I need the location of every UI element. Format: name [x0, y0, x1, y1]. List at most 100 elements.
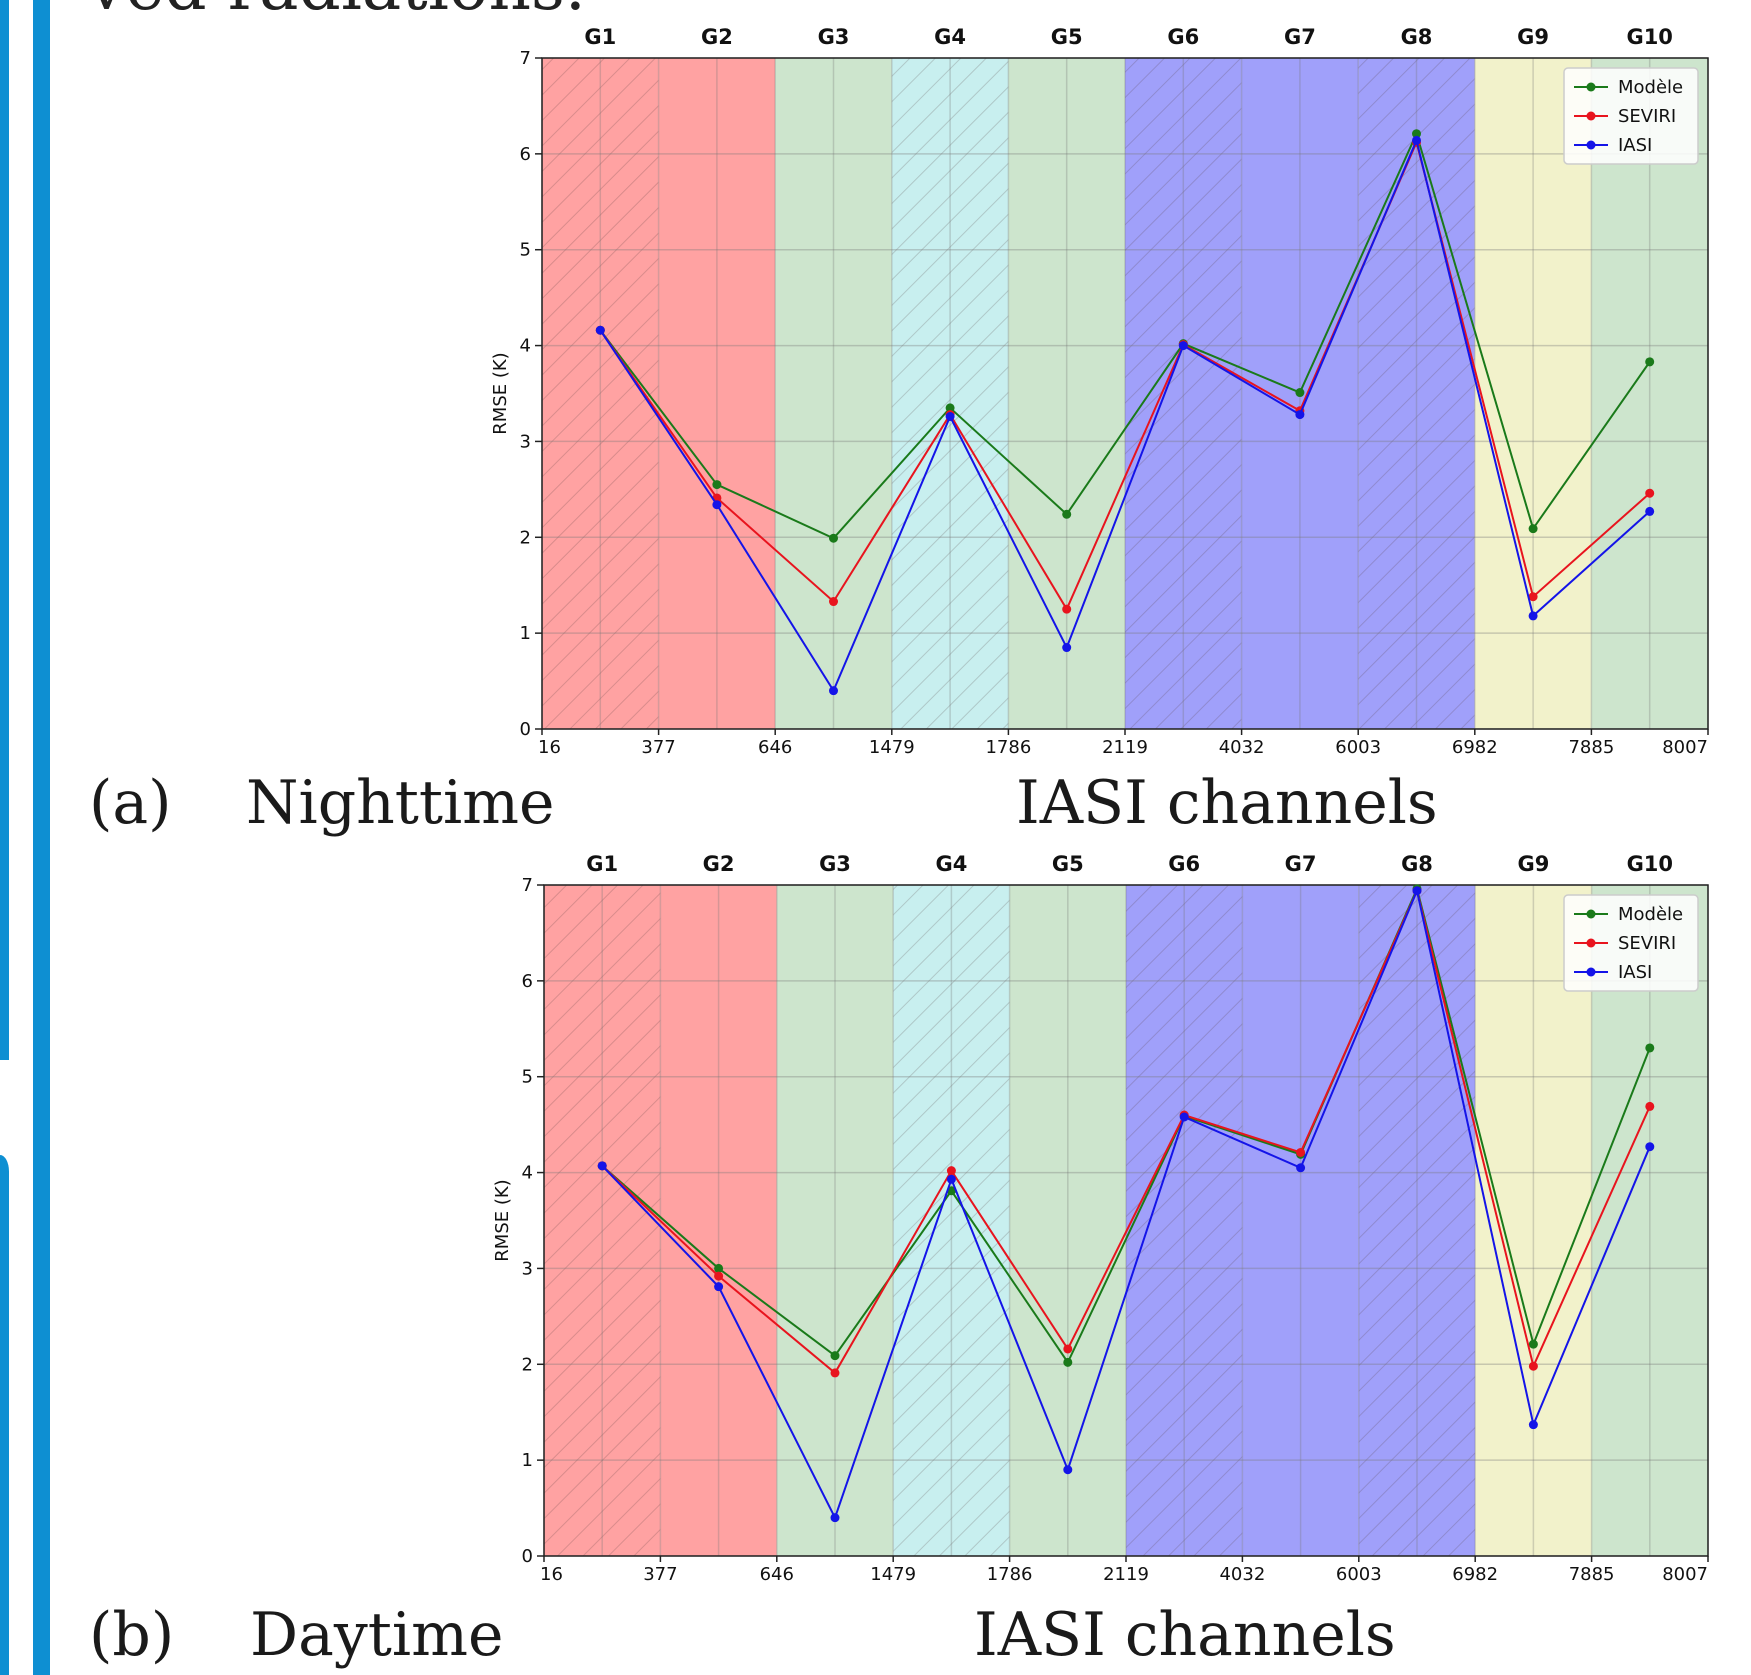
point-iasi	[1412, 135, 1421, 145]
point-model	[714, 1263, 724, 1273]
legend	[1563, 894, 1699, 992]
y-tick-label: 3	[520, 431, 531, 452]
caption-a-label: (a)	[89, 768, 172, 838]
x-tick-label: 6003	[1335, 737, 1381, 758]
point-iasi	[1295, 410, 1305, 420]
group-label-g2: G2	[701, 25, 733, 49]
y-tick-label: 4	[522, 1163, 533, 1184]
point-model	[1528, 524, 1538, 534]
y-tick-label: 7	[520, 48, 531, 69]
y-axis-label: RMSE (K)	[492, 1179, 513, 1261]
x-tick-label: 2119	[1103, 1564, 1149, 1585]
x-tick-label: 6982	[1452, 1564, 1498, 1585]
point-iasi	[597, 1161, 607, 1171]
y-tick-label: 6	[522, 971, 533, 992]
point-seviri	[946, 1166, 956, 1176]
point-model	[829, 533, 838, 543]
band-g2	[660, 885, 777, 1556]
point-seviri	[1062, 604, 1072, 614]
point-model	[1645, 1043, 1655, 1053]
point-seviri	[714, 1271, 724, 1281]
x-tick-label: 8007	[1662, 737, 1708, 758]
group-label-g9: G9	[1517, 25, 1549, 49]
series-line-model	[599, 130, 1651, 540]
legend-marker-iasi	[1586, 140, 1596, 150]
point-iasi	[1528, 1420, 1538, 1430]
legend-entry-model: Modèle	[1618, 77, 1683, 98]
band-g2	[658, 58, 776, 729]
y-tick-label: 7	[522, 875, 533, 896]
point-iasi	[945, 412, 955, 422]
x-tick-label: 7885	[1568, 737, 1614, 758]
x-tick-label: 4032	[1219, 1564, 1265, 1585]
band-g5	[1008, 58, 1125, 729]
point-iasi	[1062, 643, 1072, 653]
legend-entry-iasi: IASI	[1618, 135, 1652, 156]
frame-edge-top	[0, 0, 9, 1060]
x-tick-label: 377	[641, 737, 675, 758]
x-tick-label: 6003	[1336, 1564, 1382, 1585]
series-line-model	[601, 885, 1651, 1365]
x-tick-label: 377	[643, 1564, 677, 1585]
band-hatch-g4	[893, 885, 1010, 1556]
band-g7	[1242, 885, 1359, 1556]
band-hatch-g6	[1126, 885, 1243, 1556]
y-tick-label: 5	[522, 1067, 533, 1088]
legend-entry-model: Modèle	[1618, 904, 1683, 925]
point-model	[1295, 388, 1305, 398]
y-tick-label: 4	[520, 336, 531, 357]
point-model	[945, 403, 955, 413]
band-g10	[1591, 58, 1708, 729]
group-label-g1: G1	[586, 852, 618, 876]
y-tick-label: 6	[520, 144, 531, 165]
point-seviri	[829, 597, 838, 607]
heading-fragment: ved radiations.	[88, 0, 586, 25]
point-iasi	[946, 1174, 956, 1184]
y-tick-label: 2	[522, 1354, 533, 1375]
point-model	[1412, 129, 1421, 139]
legend-entry-iasi: IASI	[1618, 962, 1652, 983]
group-label-g5: G5	[1052, 852, 1084, 876]
caption-b-label: (b)	[89, 1600, 175, 1670]
point-model	[1062, 509, 1072, 519]
x-tick-label: 646	[760, 1564, 794, 1585]
point-model	[1063, 1357, 1073, 1367]
x-tick-label: 7885	[1569, 1564, 1615, 1585]
group-label-g8: G8	[1401, 25, 1433, 49]
point-iasi	[1296, 1163, 1306, 1173]
band-hatch-g6	[1125, 58, 1242, 729]
series-line-iasi	[599, 137, 1651, 693]
point-model	[712, 480, 722, 490]
band-hatch-g1	[542, 58, 659, 729]
y-axis-label: RMSE (K)	[490, 352, 511, 434]
x-tick-label: 1786	[987, 1564, 1033, 1585]
group-label-g2: G2	[703, 852, 735, 876]
point-iasi	[595, 325, 605, 335]
group-label-g10: G10	[1626, 25, 1672, 49]
point-iasi	[714, 1282, 724, 1292]
point-seviri	[1528, 1361, 1538, 1371]
legend-entry-seviri: SEVIRI	[1618, 106, 1676, 127]
group-label-g3: G3	[819, 852, 851, 876]
caption-b-xlabel: IASI channels	[974, 1600, 1396, 1670]
y-tick-label: 2	[520, 527, 531, 548]
point-iasi	[1179, 1112, 1189, 1122]
legend-marker-model	[1586, 82, 1596, 92]
caption-a-title: Nighttime	[246, 768, 555, 838]
group-label-g3: G3	[818, 25, 850, 49]
band-hatch-g8	[1358, 885, 1476, 1556]
group-label-g6: G6	[1167, 25, 1199, 49]
x-tick-label: 1479	[870, 1564, 916, 1585]
x-tick-label: 8007	[1662, 1564, 1708, 1585]
legend-marker-seviri	[1586, 111, 1596, 121]
band-hatch-g8	[1358, 58, 1475, 729]
legend	[1563, 67, 1699, 165]
point-iasi	[1528, 611, 1538, 621]
band-g3	[776, 885, 894, 1556]
y-tick-label: 3	[522, 1258, 533, 1279]
x-tick-label: 16	[538, 737, 561, 758]
band-g3	[775, 58, 892, 729]
point-iasi	[1645, 506, 1655, 516]
group-label-g1: G1	[584, 25, 616, 49]
band-hatch-g4	[891, 58, 1009, 729]
